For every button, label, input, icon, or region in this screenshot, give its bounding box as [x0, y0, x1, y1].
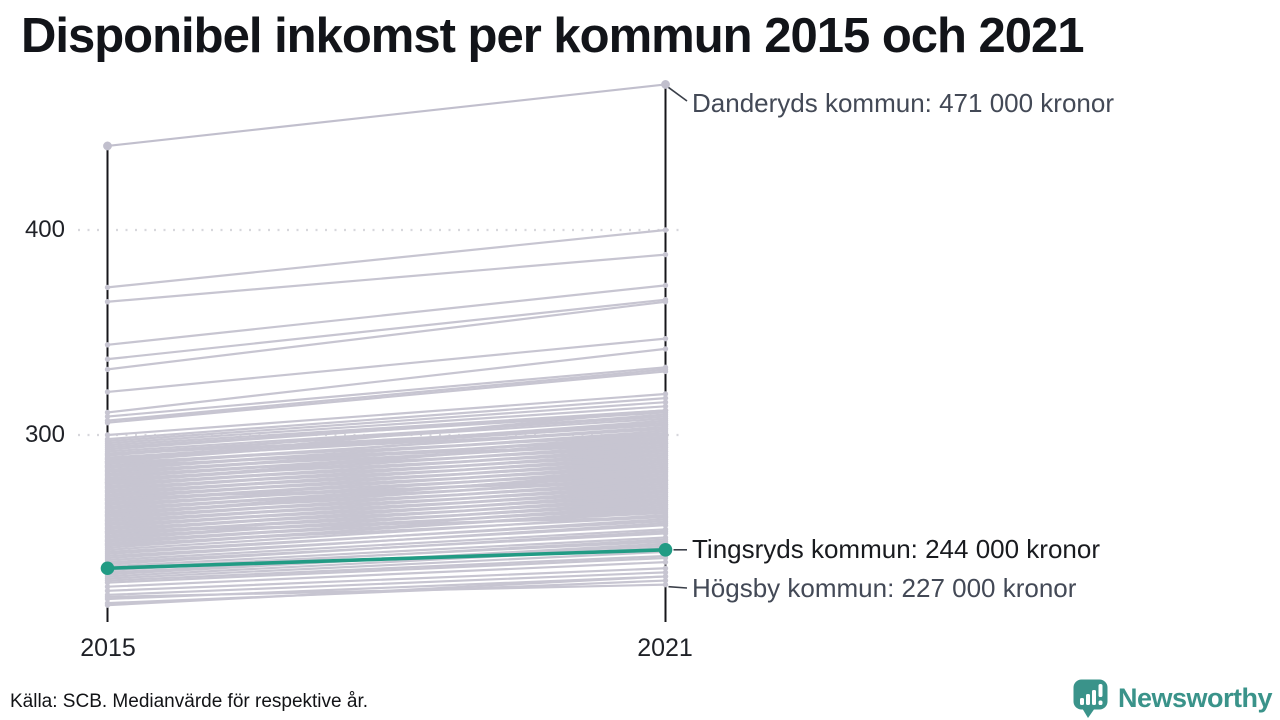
- annotation-tingsryd: Tingsryds kommun: 244 000 kronor: [692, 534, 1101, 564]
- y-axis-tick-label-300: 300: [24, 421, 65, 448]
- annotation-danderyd: Danderyds kommun: 471 000 kronor: [692, 88, 1115, 118]
- y-axis-tick-label-400: 400: [24, 216, 65, 243]
- highlighted-lines: [100, 80, 673, 576]
- chart-title: Disponibel inkomst per kommun 2015 och 2…: [21, 9, 1085, 63]
- annotation-hogsby: Högsby kommun: 227 000 kronor: [692, 573, 1077, 603]
- newsworthy-logo: Newsworthy: [1072, 677, 1273, 719]
- source-note: Källa: SCB. Medianvärde för respektive å…: [10, 691, 369, 712]
- annotation-leader-lines: [668, 86, 688, 589]
- newsworthy-wordmark: Newsworthy: [1117, 682, 1273, 713]
- x-axis-label-2015: 2015: [80, 634, 136, 662]
- municipality-lines: [104, 227, 669, 608]
- x-axis-label-2021: 2021: [637, 634, 693, 662]
- newsworthy-icon: [1073, 679, 1108, 718]
